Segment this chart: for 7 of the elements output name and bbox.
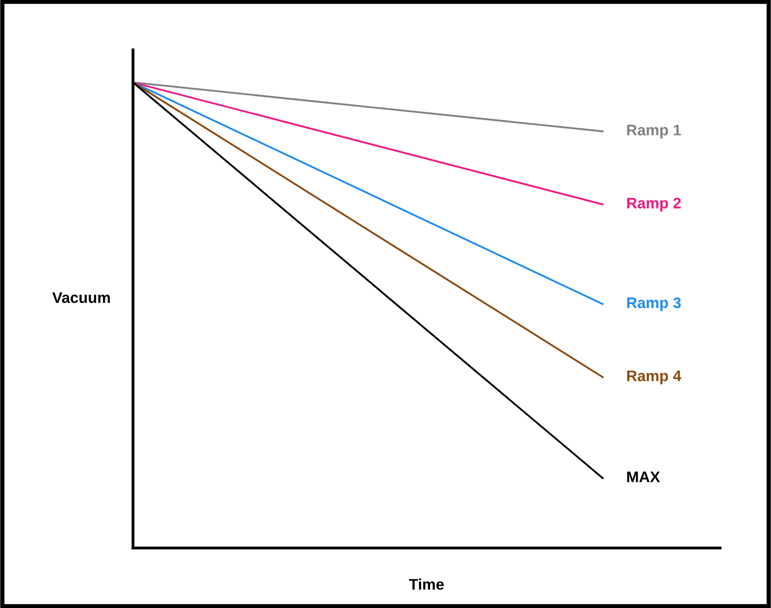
series-label: Ramp 1 [627,124,681,138]
series-label: MAX [627,472,660,482]
y-axis-title: Vacuum [52,292,110,304]
series-label: Ramp 3 [627,297,681,312]
series-label: Ramp 2 [627,198,681,212]
series-label: Ramp 4 [627,370,682,384]
x-axis-title: Time [409,578,444,590]
